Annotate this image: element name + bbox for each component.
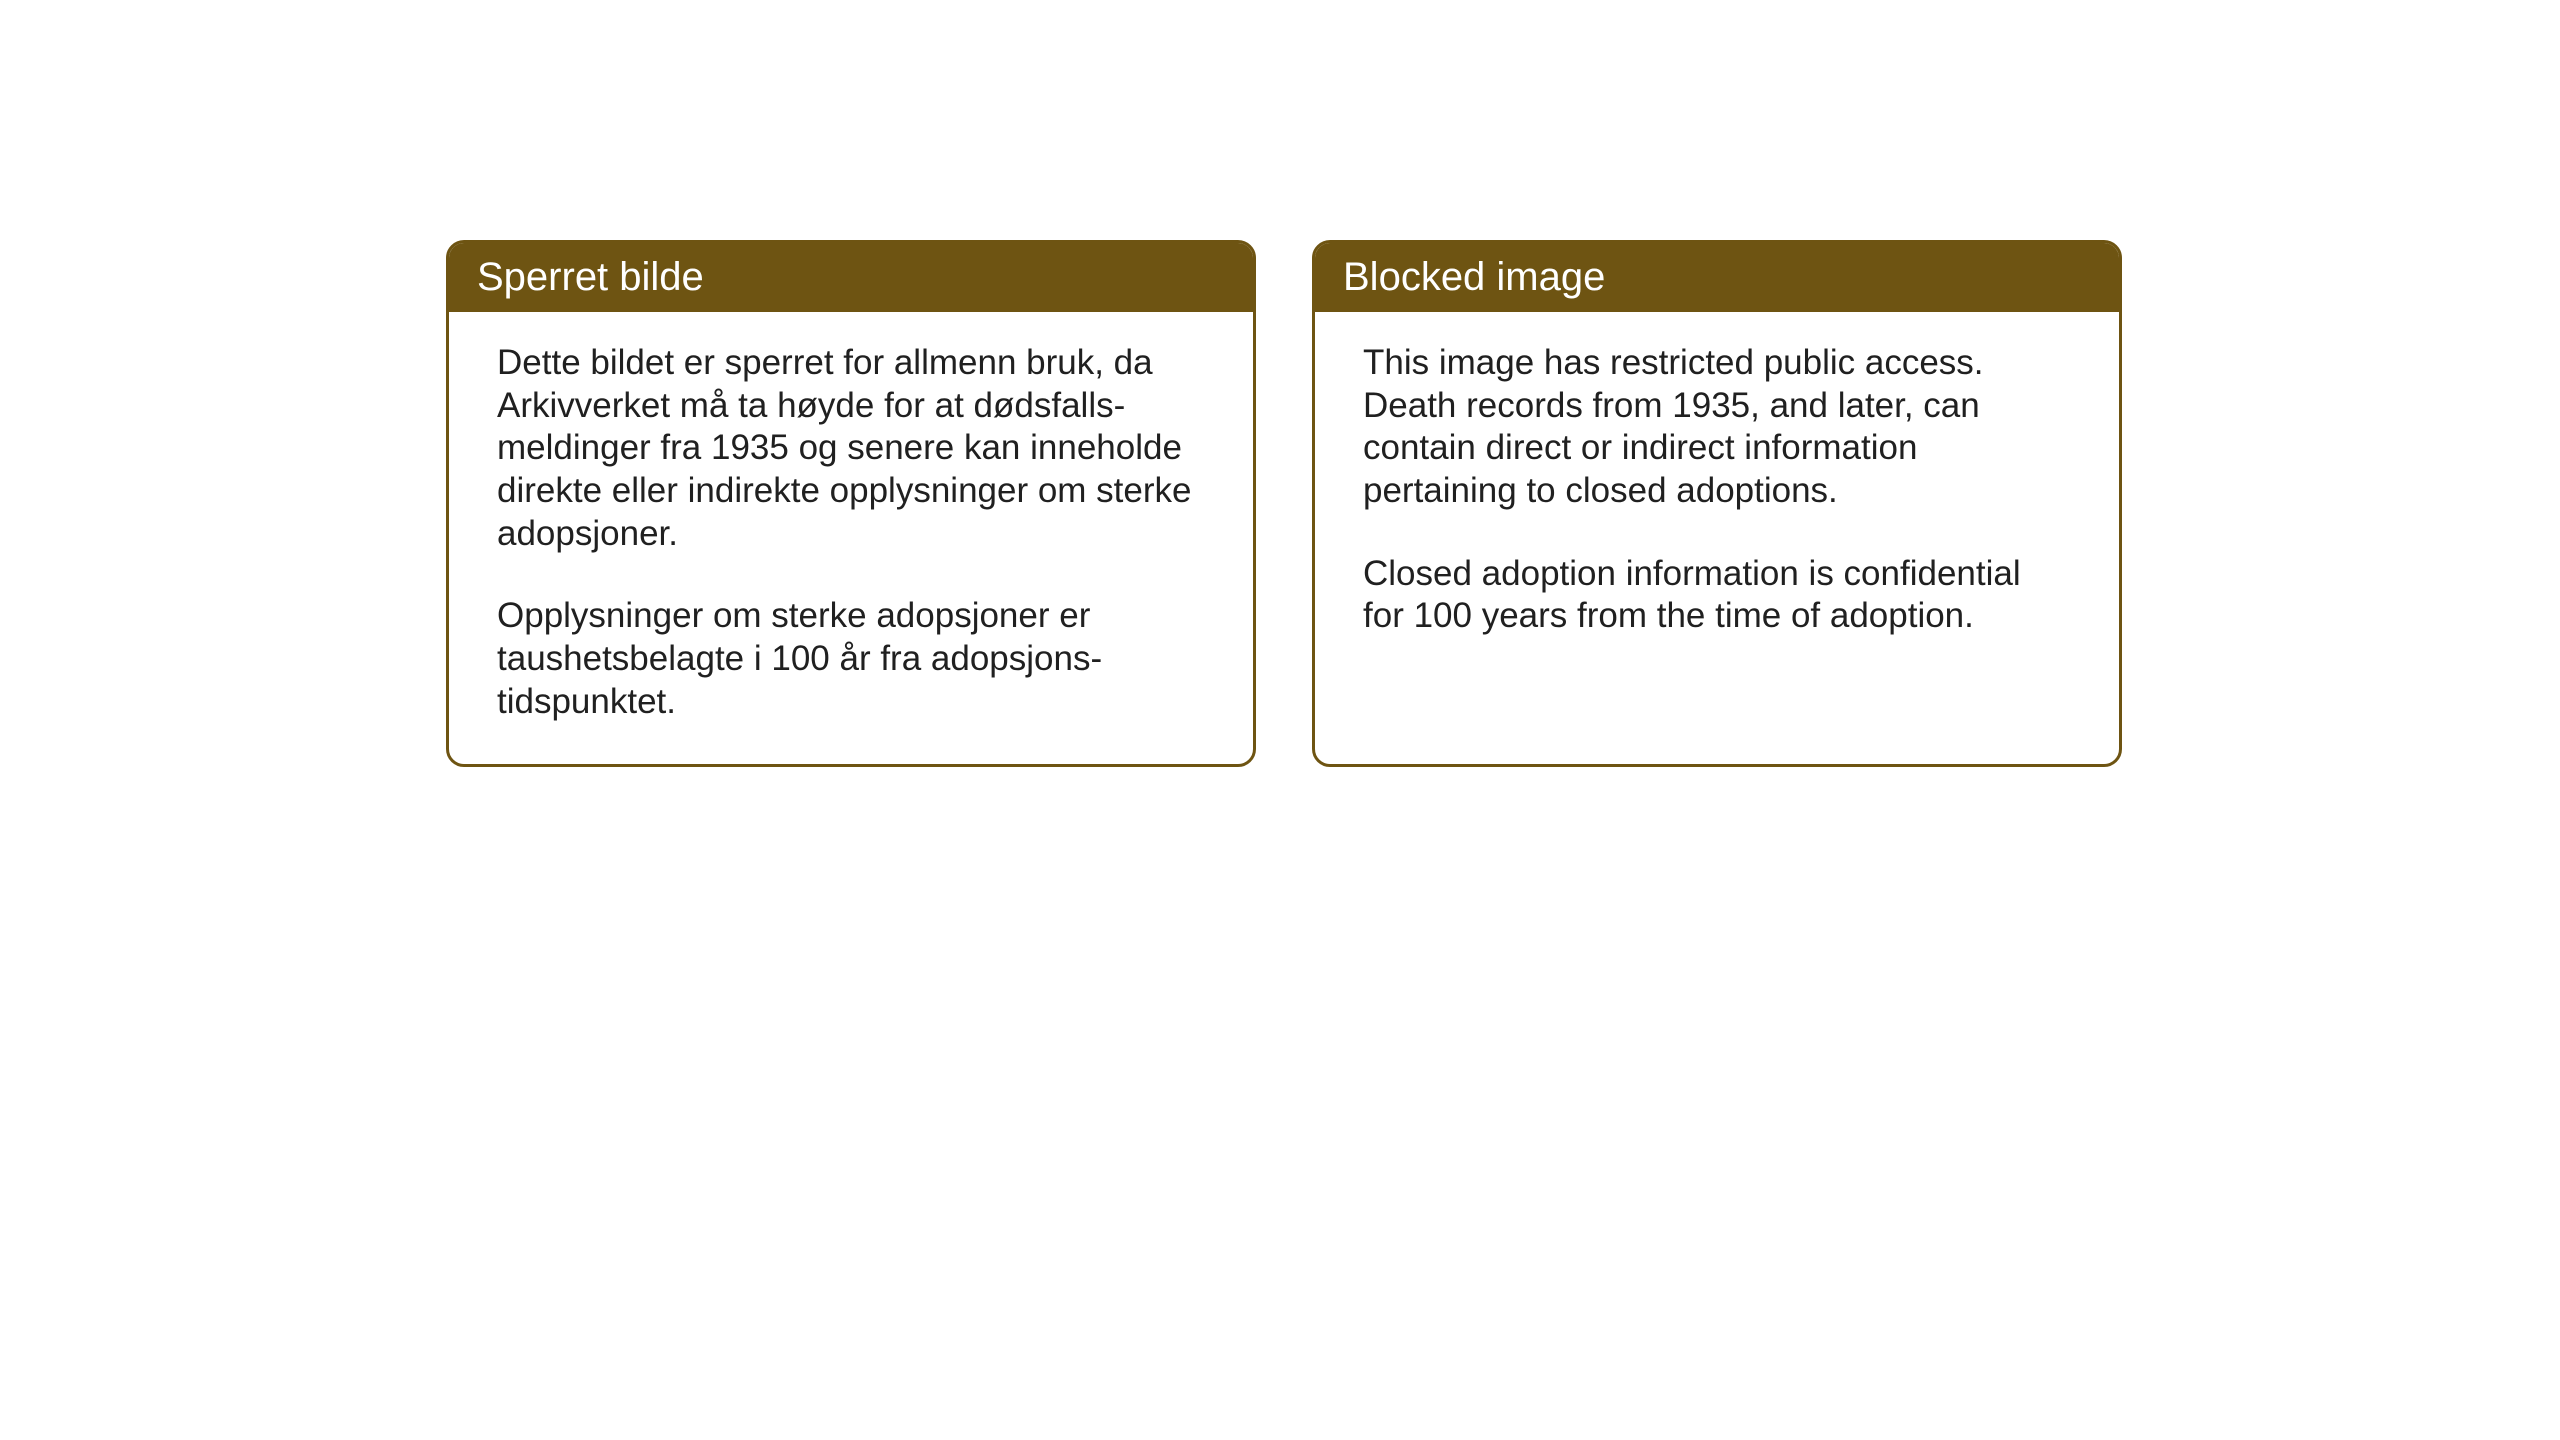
cards-container: Sperret bilde Dette bildet er sperret fo… <box>446 240 2122 767</box>
card-english-body: This image has restricted public access.… <box>1315 312 2119 752</box>
card-norwegian-header: Sperret bilde <box>449 243 1253 312</box>
card-norwegian-paragraph2: Opplysninger om sterke adopsjoner er tau… <box>497 595 1205 723</box>
card-norwegian-paragraph1: Dette bildet er sperret for allmenn bruk… <box>497 342 1205 555</box>
card-norwegian-title: Sperret bilde <box>477 255 704 299</box>
card-english-paragraph2: Closed adoption information is confident… <box>1363 553 2071 638</box>
card-english-header: Blocked image <box>1315 243 2119 312</box>
card-english-title: Blocked image <box>1343 255 1605 299</box>
card-english: Blocked image This image has restricted … <box>1312 240 2122 767</box>
card-english-paragraph1: This image has restricted public access.… <box>1363 342 2071 513</box>
card-norwegian: Sperret bilde Dette bildet er sperret fo… <box>446 240 1256 767</box>
card-norwegian-body: Dette bildet er sperret for allmenn bruk… <box>449 312 1253 764</box>
